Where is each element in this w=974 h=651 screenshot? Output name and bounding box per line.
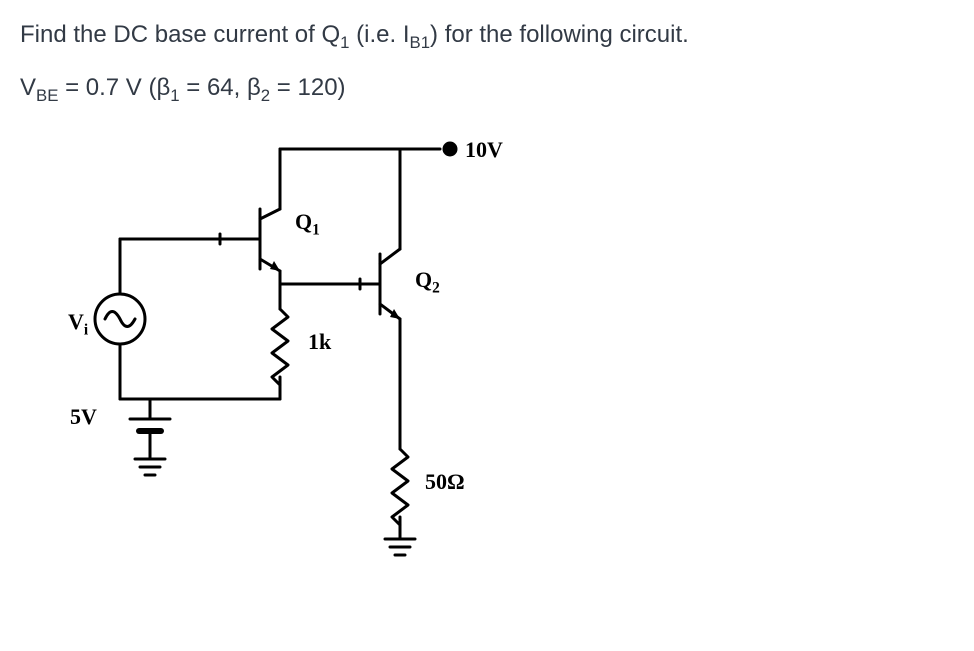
question-line-2: VBE = 0.7 V (β1 = 64, β2 = 120) bbox=[20, 69, 954, 110]
vi-label: Vi bbox=[68, 309, 88, 339]
q1-sub2: B1 bbox=[410, 33, 431, 52]
q2-label: Q2 bbox=[415, 267, 440, 297]
q1-label: Q1 bbox=[295, 209, 320, 239]
q2-text-b: = 0.7 V (β bbox=[58, 74, 170, 101]
dc-label: 5V bbox=[70, 404, 97, 430]
vi-label-sub: i bbox=[84, 322, 88, 339]
q1-label-sub: 1 bbox=[312, 222, 320, 239]
circuit-svg bbox=[20, 119, 620, 599]
q1-text-c: ) for the following circuit. bbox=[430, 21, 689, 48]
q1-sub1: 1 bbox=[340, 33, 349, 52]
vi-label-text: V bbox=[68, 309, 84, 334]
supply-label: 10V bbox=[465, 137, 503, 163]
q2-sub3: 2 bbox=[261, 85, 270, 104]
q2-text-a: V bbox=[20, 74, 36, 101]
r1-label: 1k bbox=[308, 329, 331, 355]
q2-text-d: = 120) bbox=[270, 74, 345, 101]
q1-label-text: Q bbox=[295, 209, 312, 234]
circuit-diagram: 10V Q1 Q2 1k 50Ω Vi 5V bbox=[20, 119, 620, 599]
q1-text-b: (i.e. I bbox=[350, 21, 410, 48]
q1-text-a: Find the DC base current of Q bbox=[20, 21, 340, 48]
q2-label-text: Q bbox=[415, 267, 432, 292]
question-line-1: Find the DC base current of Q1 (i.e. IB1… bbox=[20, 16, 954, 57]
r2-label: 50Ω bbox=[425, 469, 465, 495]
q2-sub2: 1 bbox=[170, 85, 179, 104]
q2-label-sub: 2 bbox=[432, 280, 440, 297]
q2-sub1: BE bbox=[36, 85, 58, 104]
q2-text-c: = 64, β bbox=[180, 74, 261, 101]
